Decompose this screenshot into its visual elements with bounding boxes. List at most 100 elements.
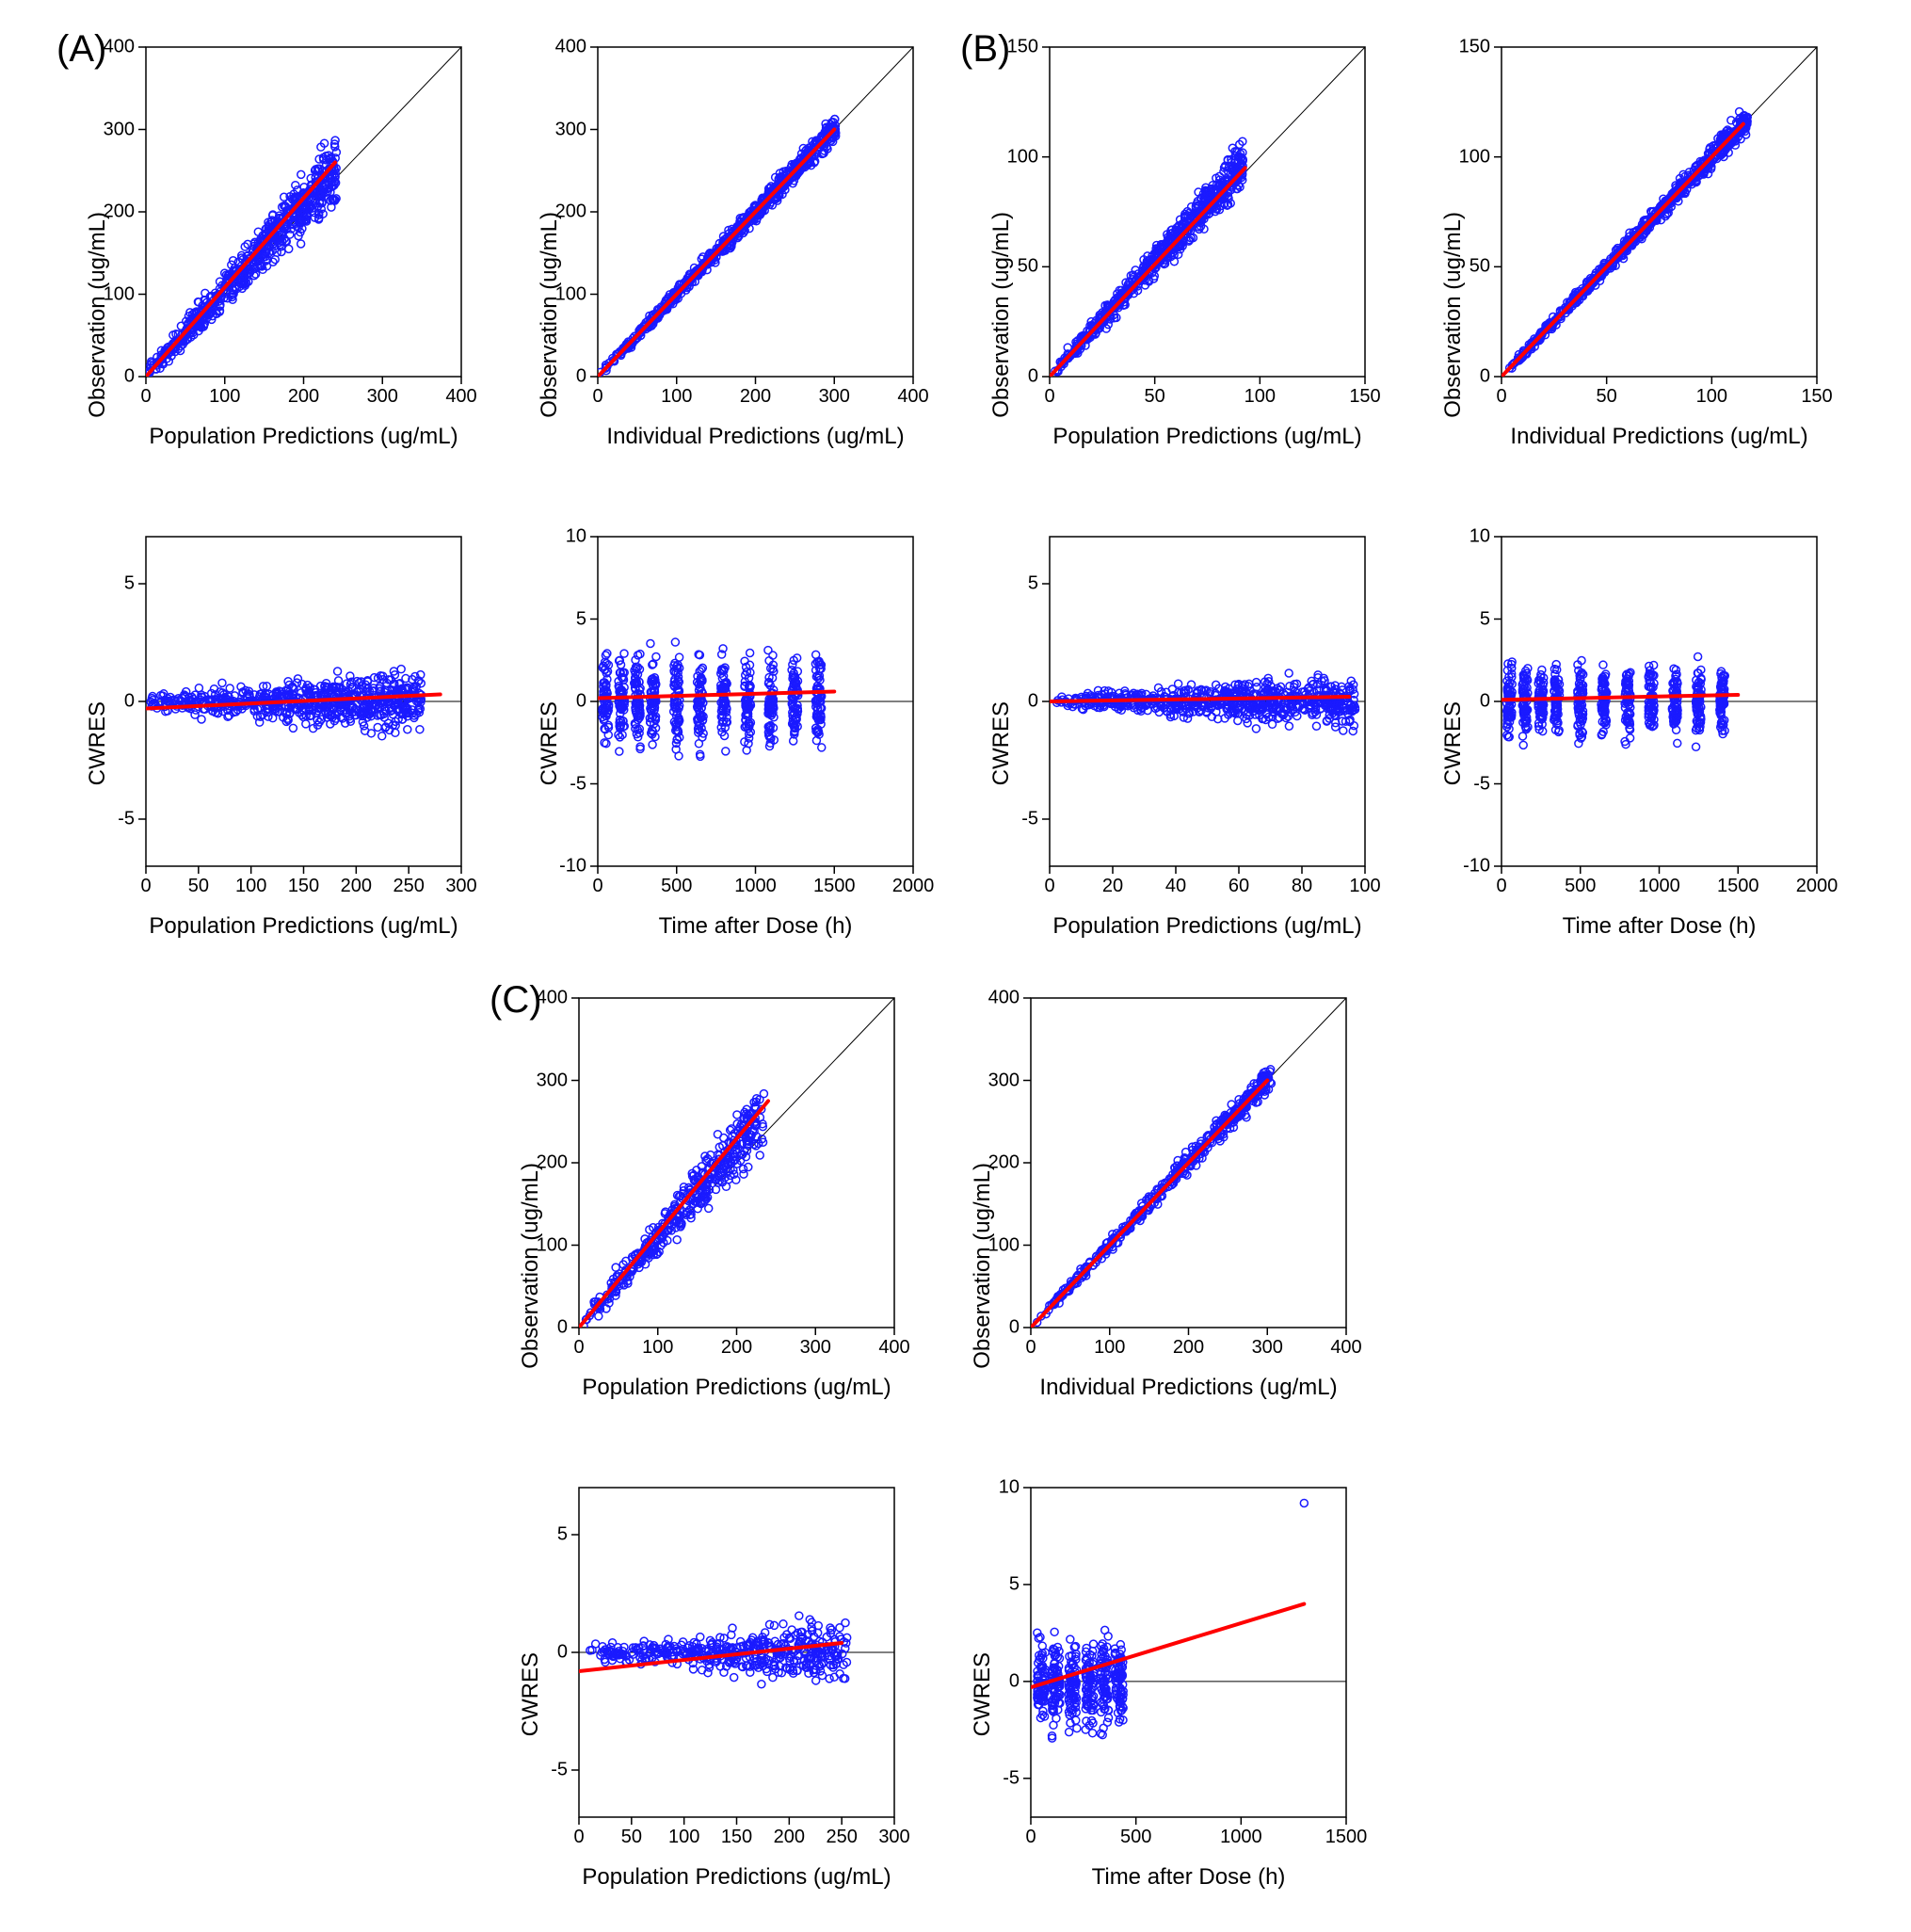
xtick-label: 400 [897, 386, 928, 408]
xlabel: Individual Predictions (ug/mL) [606, 424, 904, 450]
ytick-label: 10 [566, 526, 586, 548]
xlabel: Time after Dose (h) [1092, 1864, 1286, 1891]
ylabel: CWRES [85, 701, 111, 785]
plotcell-A-obs-vs-ipred: 01002003004000100200300400Observation (u… [546, 38, 923, 414]
plotcell-C-obs-vs-ipred: 01002003004000100200300400Observation (u… [979, 989, 1356, 1365]
xtick-label: 0 [1044, 876, 1054, 897]
xtick-label: 300 [367, 386, 398, 408]
xtick-label: 200 [740, 386, 771, 408]
ytick-label: 300 [537, 1070, 568, 1091]
plot-A-obs-vs-ipred [546, 38, 923, 414]
xlabel: Population Predictions (ug/mL) [1052, 424, 1361, 450]
ytick-label: 5 [1480, 608, 1490, 630]
xtick-label: 150 [1801, 386, 1832, 408]
xlabel: Individual Predictions (ug/mL) [1510, 424, 1807, 450]
xtick-label: 1500 [813, 876, 856, 897]
plot-B-obs-vs-ipred [1450, 38, 1826, 414]
xtick-label: 300 [1252, 1337, 1283, 1359]
xtick-label: 150 [288, 876, 319, 897]
plotcell-B-cwres-vs-poppred: 020406080100-505CWRESPopulation Predicti… [998, 527, 1374, 904]
xtick-label: 40 [1165, 876, 1186, 897]
ytick-label: -5 [1473, 773, 1490, 795]
ylabel: Observation (ug/mL) [537, 212, 563, 418]
ytick-label: 0 [557, 1317, 568, 1339]
xtick-label: 0 [1025, 1337, 1036, 1359]
ytick-label: 5 [1009, 1573, 1020, 1595]
ytick-label: 10 [1469, 526, 1490, 548]
xtick-label: 0 [1496, 876, 1506, 897]
ytick-label: -5 [1003, 1767, 1020, 1789]
xtick-label: 200 [288, 386, 319, 408]
ytick-label: 150 [1007, 37, 1038, 58]
ytick-label: 10 [999, 1477, 1020, 1499]
ylabel: CWRES [970, 1652, 996, 1736]
xtick-label: 0 [573, 1337, 584, 1359]
xtick-label: 100 [1245, 386, 1276, 408]
xtick-label: 200 [1173, 1337, 1204, 1359]
plotcell-B-obs-vs-poppred: 050100150050100150Observation (ug/mL)Pop… [998, 38, 1374, 414]
ytick-label: 300 [555, 119, 586, 140]
ytick-label: 0 [1028, 366, 1038, 388]
xtick-label: 20 [1102, 876, 1123, 897]
ytick-label: 0 [576, 366, 586, 388]
plot-C-obs-vs-ipred [979, 989, 1356, 1365]
xtick-label: 0 [140, 386, 151, 408]
ytick-label: 0 [576, 691, 586, 713]
ylabel: CWRES [1440, 701, 1467, 785]
plot-C-cwres-vs-tad [979, 1478, 1356, 1855]
xlabel: Population Predictions (ug/mL) [582, 1864, 891, 1891]
xtick-label: 0 [140, 876, 151, 897]
ylabel: CWRES [988, 701, 1015, 785]
ytick-label: 300 [988, 1070, 1020, 1091]
xtick-label: 80 [1292, 876, 1312, 897]
ytick-label: 5 [557, 1524, 568, 1546]
ytick-label: 300 [104, 119, 135, 140]
ytick-label: 0 [1480, 691, 1490, 713]
ytick-label: -5 [570, 773, 586, 795]
ytick-label: 400 [555, 37, 586, 58]
ytick-label: 5 [1028, 573, 1038, 595]
xtick-label: 2000 [892, 876, 935, 897]
ytick-label: -5 [551, 1760, 568, 1781]
xtick-label: 60 [1228, 876, 1249, 897]
xlabel: Individual Predictions (ug/mL) [1039, 1375, 1337, 1401]
ytick-label: 150 [1459, 37, 1490, 58]
ytick-label: -10 [559, 856, 586, 877]
xlabel: Population Predictions (ug/mL) [1052, 913, 1361, 940]
xtick-label: 200 [341, 876, 372, 897]
plotcell-A-cwres-vs-poppred: 050100150200250300-505CWRESPopulation Pr… [94, 527, 471, 904]
plotcell-A-cwres-vs-tad: 0500100015002000-10-50510CWRESTime after… [546, 527, 923, 904]
ytick-label: 50 [1018, 256, 1038, 278]
xtick-label: 150 [1349, 386, 1380, 408]
xtick-label: 100 [642, 1337, 673, 1359]
xtick-label: 50 [188, 876, 209, 897]
xtick-label: 50 [1597, 386, 1617, 408]
ylabel: CWRES [518, 1652, 544, 1736]
ytick-label: 0 [557, 1642, 568, 1664]
xtick-label: 500 [1565, 876, 1596, 897]
ytick-label: 5 [576, 608, 586, 630]
plot-B-cwres-vs-tad [1450, 527, 1826, 904]
ytick-label: -5 [118, 809, 135, 830]
xtick-label: 150 [721, 1827, 752, 1848]
ylabel: Observation (ug/mL) [1440, 212, 1467, 418]
xtick-label: 100 [209, 386, 240, 408]
xtick-label: 0 [1025, 1827, 1036, 1848]
ytick-label: -5 [1021, 809, 1038, 830]
plotcell-C-cwres-vs-poppred: 050100150200250300-505CWRESPopulation Pr… [527, 1478, 904, 1855]
xtick-label: 0 [1044, 386, 1054, 408]
xtick-label: 400 [878, 1337, 909, 1359]
plot-C-obs-vs-poppred [527, 989, 904, 1365]
xlabel: Time after Dose (h) [659, 913, 853, 940]
xtick-label: 200 [721, 1337, 752, 1359]
xtick-label: 100 [1349, 876, 1380, 897]
xtick-label: 0 [592, 386, 602, 408]
xlabel: Population Predictions (ug/mL) [582, 1375, 891, 1401]
ytick-label: -10 [1463, 856, 1490, 877]
xtick-label: 0 [592, 876, 602, 897]
plot-A-cwres-vs-poppred [94, 527, 471, 904]
ylabel: Observation (ug/mL) [988, 212, 1015, 418]
xtick-label: 100 [668, 1827, 699, 1848]
plotcell-C-cwres-vs-tad: 050010001500-50510CWRESTime after Dose (… [979, 1478, 1356, 1855]
ylabel: CWRES [537, 701, 563, 785]
